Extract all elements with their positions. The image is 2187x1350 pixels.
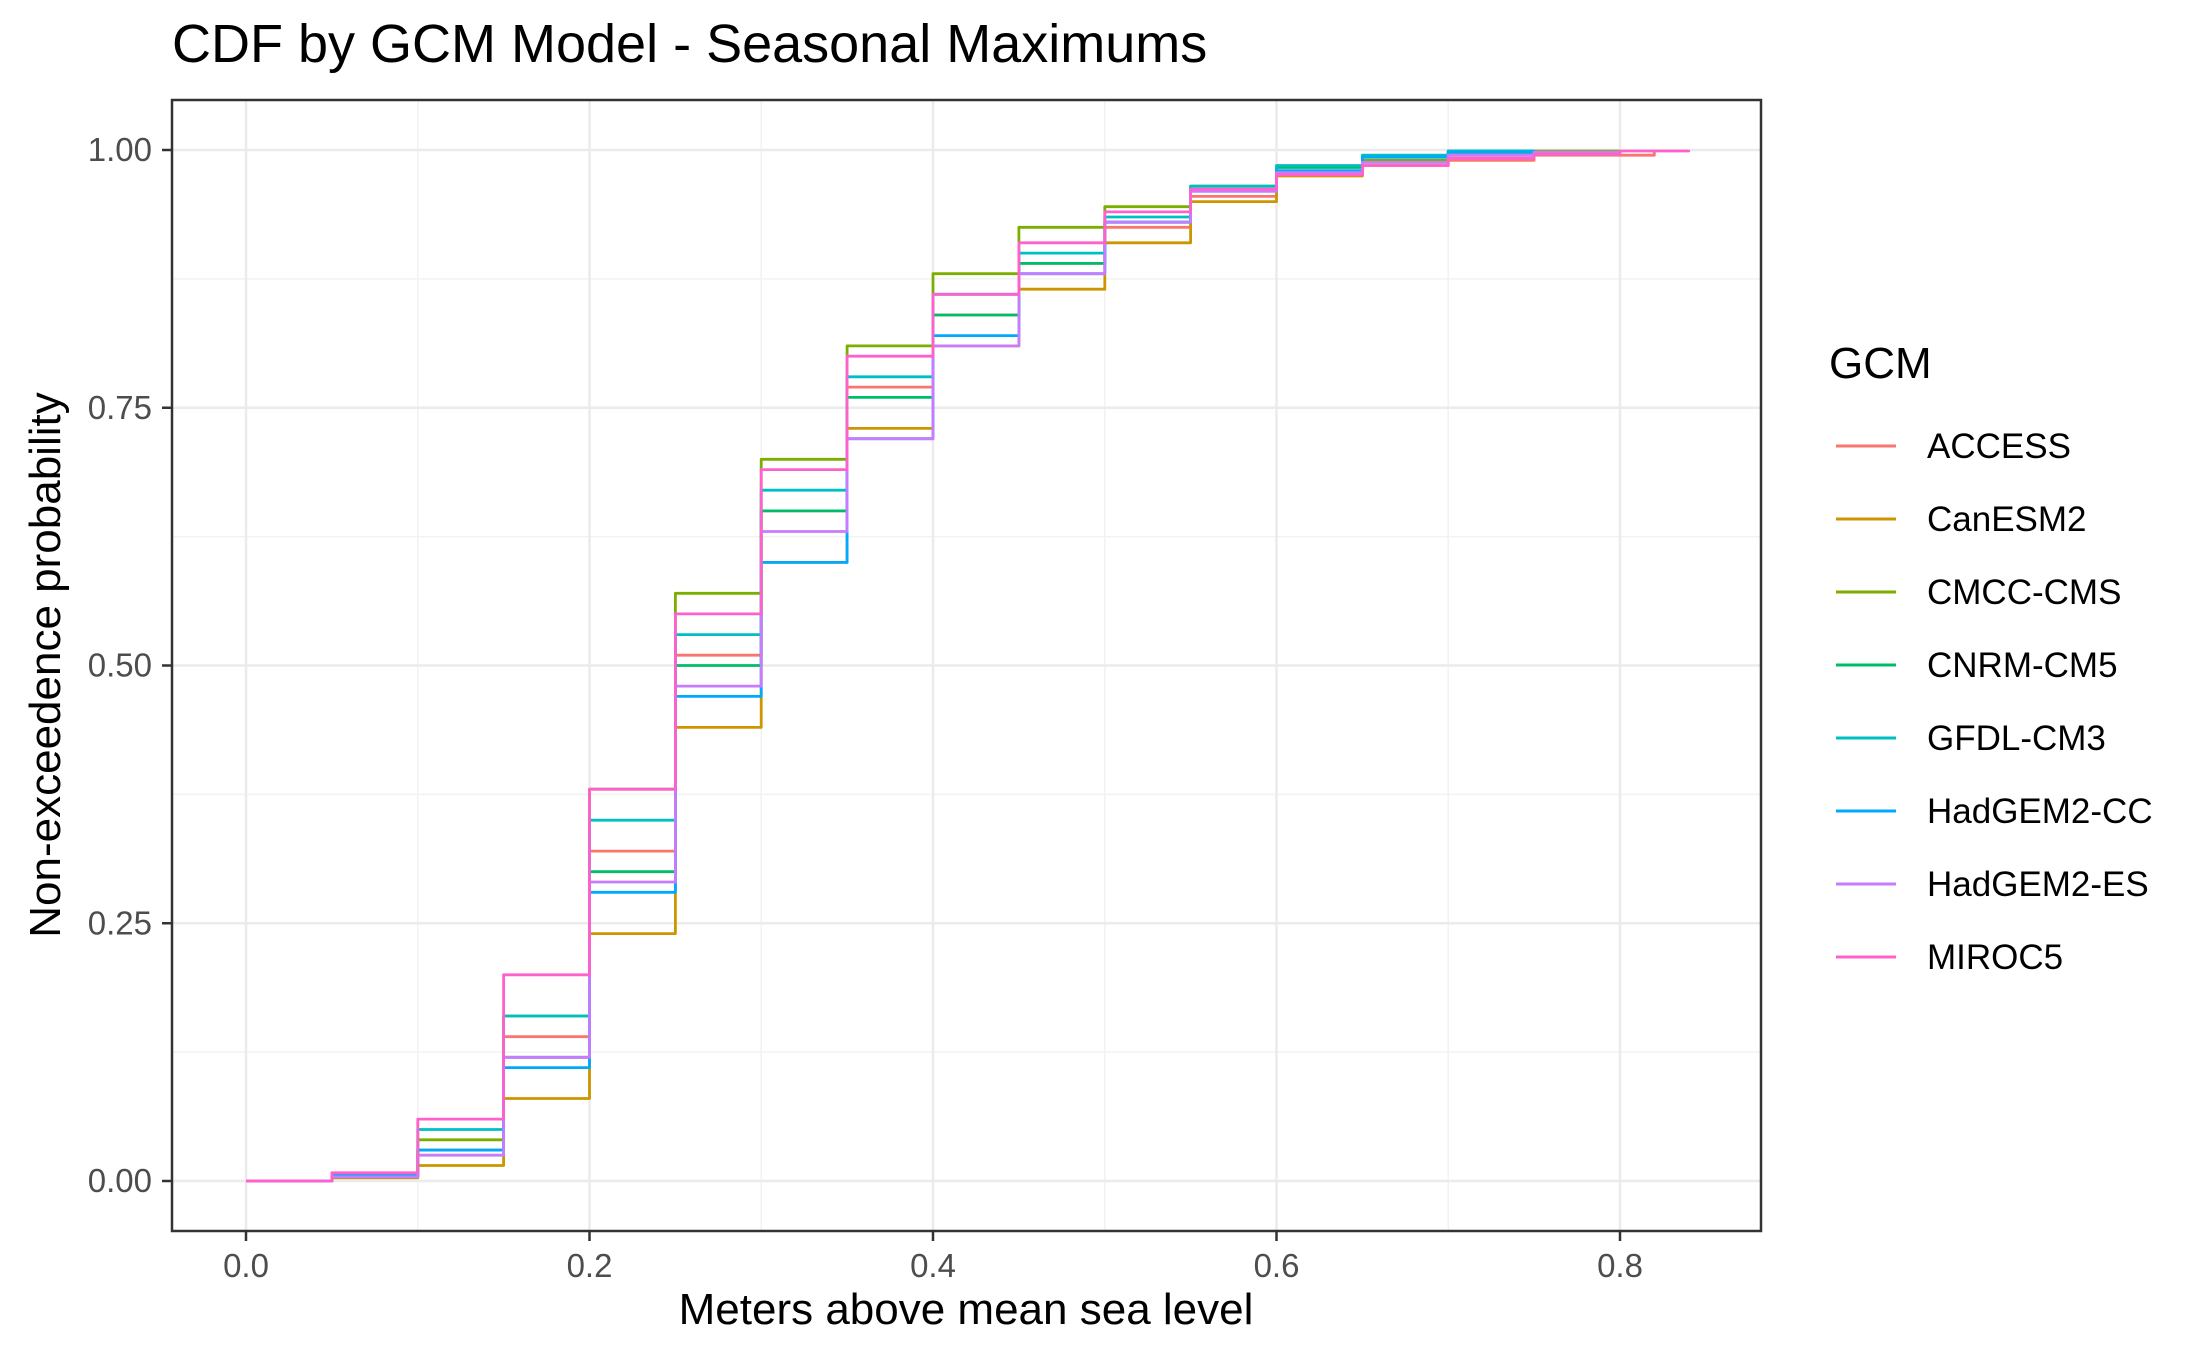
y-tick-label: 1.00: [88, 131, 152, 168]
legend-item-hadgem2-cc: HadGEM2-CC: [1836, 792, 2153, 831]
chart-title: CDF by GCM Model - Seasonal Maximums: [172, 14, 1207, 74]
legend-item-cnrm-cm5: CNRM-CM5: [1836, 646, 2118, 685]
x-axis-ticks: 0.0 0.2 0.4 0.6 0.8: [223, 1231, 1643, 1284]
legend-item-access: ACCESS: [1836, 427, 2071, 466]
y-tick-label: 0.50: [88, 647, 152, 684]
legend-label: ACCESS: [1927, 427, 2071, 466]
y-tick-label: 0.25: [88, 904, 152, 941]
legend-label: HadGEM2-ES: [1927, 865, 2149, 904]
series-line-miroc5: [246, 149, 1691, 1183]
x-axis-title: Meters above mean sea level: [679, 1285, 1254, 1334]
x-tick-label: 0.6: [1254, 1247, 1300, 1284]
legend-item-cmcc-cms: CMCC-CMS: [1836, 573, 2121, 612]
legend-label: MIROC5: [1927, 938, 2063, 977]
legend-label: HadGEM2-CC: [1927, 792, 2153, 831]
x-tick-label: 0.0: [223, 1247, 269, 1284]
legend-label: CNRM-CM5: [1927, 646, 2118, 685]
legend-item-miroc5: MIROC5: [1836, 938, 2063, 977]
x-tick-label: 0.2: [567, 1247, 613, 1284]
legend-item-canesm2: CanESM2: [1836, 500, 2087, 539]
y-tick-label: 0.00: [88, 1162, 152, 1199]
x-tick-label: 0.8: [1597, 1247, 1643, 1284]
legend-item-hadgem2-es: HadGEM2-ES: [1836, 865, 2149, 904]
legend-title: GCM: [1829, 339, 1932, 388]
legend: GCM ACCESS CanESM2 CMCC-CMS CNRM-CM5 GFDL-CM…: [1829, 339, 2153, 977]
legend-label: CanESM2: [1927, 500, 2087, 539]
y-axis-title: Non-exceedence probability: [21, 392, 70, 937]
legend-label: CMCC-CMS: [1927, 573, 2121, 612]
y-axis-ticks: 0.00 0.25 0.50 0.75 1.00: [88, 131, 172, 1199]
legend-item-gfdl-cm3: GFDL-CM3: [1836, 719, 2106, 758]
legend-label: GFDL-CM3: [1927, 719, 2106, 758]
y-tick-label: 0.75: [88, 389, 152, 426]
legend-items: ACCESS CanESM2 CMCC-CMS CNRM-CM5 GFDL-CM3 Had…: [1836, 427, 2153, 977]
series-layer: [246, 149, 1691, 1183]
x-tick-label: 0.4: [910, 1247, 956, 1284]
